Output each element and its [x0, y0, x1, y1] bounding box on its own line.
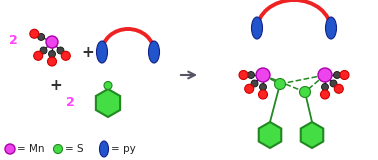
Circle shape — [251, 80, 258, 87]
Circle shape — [61, 51, 70, 60]
Circle shape — [299, 87, 310, 97]
Ellipse shape — [96, 41, 107, 63]
Ellipse shape — [251, 17, 262, 39]
Circle shape — [38, 33, 45, 40]
Text: = S: = S — [65, 144, 84, 154]
Polygon shape — [96, 89, 120, 117]
Circle shape — [30, 29, 39, 38]
Text: +: + — [82, 44, 94, 60]
Text: +: + — [50, 77, 62, 92]
Circle shape — [40, 47, 47, 54]
Text: = Mn: = Mn — [17, 144, 45, 154]
Circle shape — [321, 90, 330, 99]
Circle shape — [48, 51, 56, 57]
Text: 2: 2 — [66, 96, 74, 108]
Circle shape — [57, 47, 64, 54]
Circle shape — [330, 80, 337, 87]
Circle shape — [274, 79, 285, 89]
Polygon shape — [259, 122, 281, 148]
Circle shape — [5, 144, 15, 154]
Circle shape — [48, 57, 56, 66]
Circle shape — [322, 84, 328, 91]
Ellipse shape — [149, 41, 160, 63]
Circle shape — [104, 81, 112, 89]
Text: 2: 2 — [9, 33, 17, 47]
Circle shape — [256, 68, 270, 82]
Circle shape — [46, 36, 58, 48]
Circle shape — [248, 72, 254, 79]
Circle shape — [239, 71, 248, 80]
Circle shape — [34, 51, 43, 60]
Circle shape — [334, 84, 343, 93]
Text: = py: = py — [111, 144, 136, 154]
Circle shape — [54, 144, 62, 153]
Ellipse shape — [325, 17, 336, 39]
Polygon shape — [301, 122, 323, 148]
Circle shape — [333, 72, 341, 79]
Circle shape — [340, 71, 349, 80]
Circle shape — [245, 84, 254, 93]
Circle shape — [318, 68, 332, 82]
Circle shape — [260, 84, 266, 91]
Ellipse shape — [99, 141, 108, 157]
Circle shape — [259, 90, 268, 99]
